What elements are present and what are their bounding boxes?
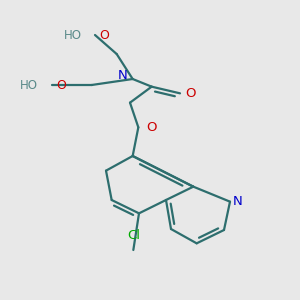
Text: HO: HO	[64, 28, 82, 41]
Text: Cl: Cl	[127, 229, 140, 242]
Text: O: O	[99, 28, 109, 41]
Text: O: O	[147, 121, 157, 134]
Text: N: N	[232, 195, 242, 208]
Text: O: O	[185, 87, 196, 100]
Text: O: O	[57, 79, 67, 92]
Text: HO: HO	[20, 79, 38, 92]
Text: N: N	[118, 69, 128, 82]
